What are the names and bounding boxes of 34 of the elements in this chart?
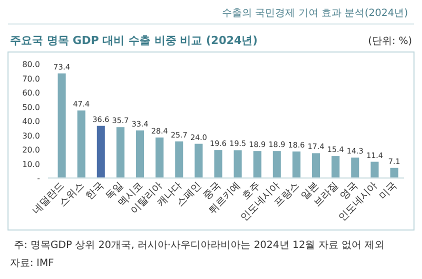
bar [156,138,164,178]
bar [214,150,222,178]
y-tick-label: 30.0 [22,131,40,140]
y-axis-title: (단위: %) [368,36,412,47]
bar [194,144,203,178]
text: 자료: IMF [10,258,54,269]
text: 수출의 국민경제 기여 효과 분석(2024년) [222,8,408,19]
bar [234,150,242,178]
y-tick-label: 20.0 [22,146,40,154]
y-tick-label: 80.0 [22,60,40,69]
bar [96,126,105,178]
bar [272,151,281,178]
bar [77,110,86,178]
bar [175,141,184,178]
bar [332,156,340,178]
bar [390,168,398,178]
y-tick-label: 40.0 [22,117,40,126]
bar [136,130,144,178]
x-tick-label: 한국 [84,180,106,202]
bar [312,153,320,178]
chart-title: 주요국 명목 GDP 대비 수출 비중 비교 (2024년) [10,34,258,47]
bar [351,158,360,178]
text: 주: 명목GDP 상위 20개국, 러시아·사우디아라비아는 2024년 12월 자료 없어 제외 [14,240,385,251]
y-tick-label: 70.0 [22,74,40,84]
bar [116,127,124,178]
y-tick-label: 10.0 [22,160,40,169]
y-tick-label: 50.0 [22,102,40,112]
y-tick-label: 60.0 [22,88,40,98]
bar [292,151,300,178]
bar [370,162,379,178]
y-tick-label: - [37,174,40,183]
bar [253,151,262,178]
bar [58,73,66,178]
x-tick-label: 미국 [377,180,400,202]
